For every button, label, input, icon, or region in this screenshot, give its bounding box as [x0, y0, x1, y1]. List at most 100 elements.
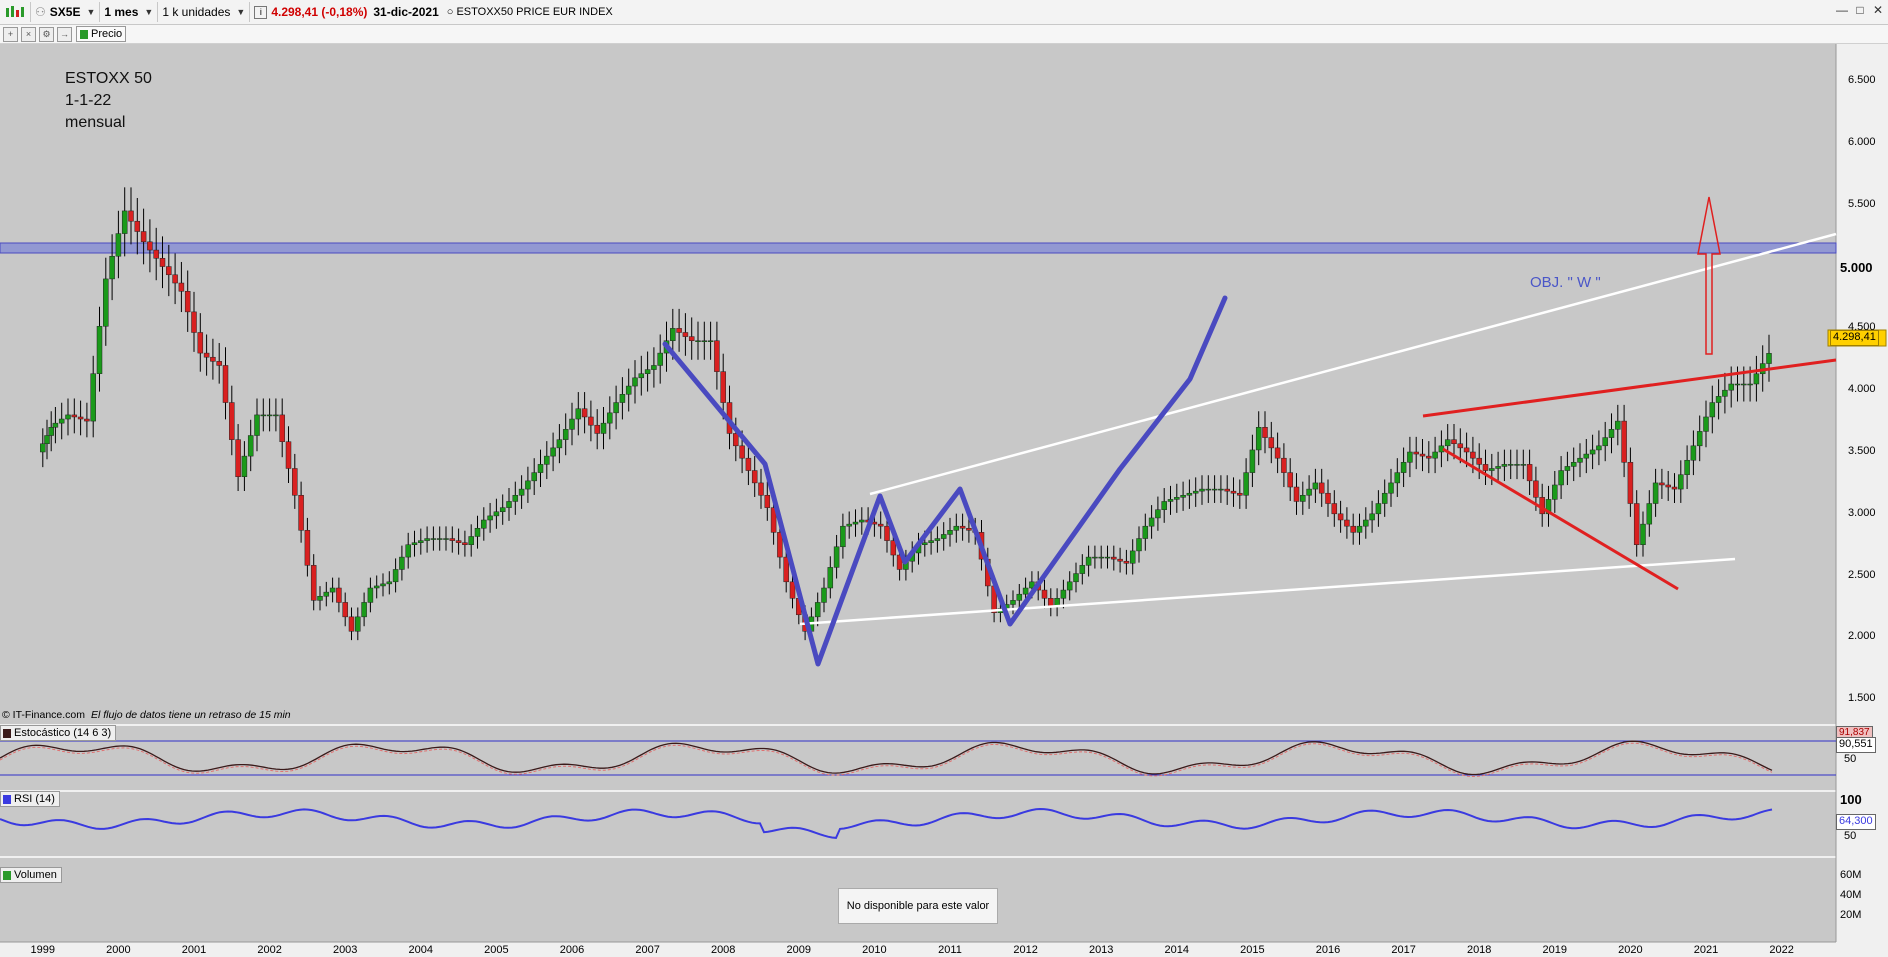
candle-body	[588, 416, 594, 426]
candle-body	[676, 328, 682, 333]
x-tick-label: 2018	[1466, 944, 1492, 956]
candle-body	[890, 540, 897, 556]
candle-body	[329, 587, 336, 593]
symbol-label: SX5E	[49, 5, 81, 19]
candle-body	[1237, 492, 1243, 496]
minimize-icon[interactable]: —	[1836, 3, 1848, 17]
candle-body	[537, 464, 544, 473]
volume-pane-label[interactable]: Volumen	[0, 867, 62, 883]
maximize-icon[interactable]: □	[1856, 3, 1864, 17]
rsi-tick-100: 100	[1840, 792, 1862, 807]
candle-body	[607, 412, 613, 424]
chart-type-icon[interactable]	[0, 2, 31, 22]
rsi-label: RSI (14)	[14, 793, 55, 805]
candle-body	[789, 581, 796, 599]
candle-body	[1117, 558, 1123, 562]
candle-body	[1734, 383, 1741, 386]
units-selector[interactable]: 1 k unidades ▼	[158, 2, 251, 22]
credit-notice: El flujo de datos tiene un retraso de 15…	[91, 709, 291, 721]
candle-body	[651, 365, 657, 370]
y-tick-label: 1.500	[1848, 692, 1876, 705]
candle-body	[1029, 581, 1035, 589]
chart-svg[interactable]	[0, 44, 1888, 957]
info-icon[interactable]: i	[254, 5, 268, 19]
candle-body	[1281, 457, 1287, 473]
candle-body	[512, 495, 519, 502]
x-tick-label: 2015	[1240, 944, 1265, 956]
candle-body	[1583, 453, 1590, 459]
candle-body	[525, 480, 531, 490]
rsi-pane-label[interactable]: RSI (14)	[0, 791, 60, 807]
candle-body	[1703, 416, 1709, 432]
candle-body	[1218, 488, 1224, 491]
chart-area[interactable]: ESTOXX 50 1-1-22 mensual OBJ. " W " 4.29…	[0, 44, 1888, 957]
candle-body	[134, 220, 141, 232]
x-tick-label: 2009	[786, 944, 812, 956]
red-support-line	[1442, 447, 1679, 591]
candle-body	[1463, 447, 1470, 453]
candle-body	[714, 340, 720, 372]
y-tick-label: 3.500	[1848, 445, 1876, 457]
candle-body	[1722, 389, 1728, 397]
candle-body	[745, 457, 752, 471]
x-tick-label: 2004	[408, 944, 434, 956]
candle-body	[600, 422, 607, 434]
candle-body	[1224, 488, 1230, 492]
candle-body	[544, 455, 550, 465]
candle-body	[877, 523, 884, 527]
candle-body	[1079, 565, 1086, 574]
x-tick-label: 2017	[1391, 944, 1416, 956]
rsi-value: 64,300	[1836, 814, 1876, 830]
candle-body	[1331, 503, 1338, 515]
y-tick-label: 2.000	[1848, 630, 1876, 643]
price-tag: 4.298,41	[1830, 330, 1879, 346]
x-tick-label: 2006	[559, 944, 585, 956]
candle-body	[273, 414, 279, 417]
candle-body	[153, 249, 159, 259]
candle-body	[1652, 482, 1659, 504]
export-icon[interactable]: →	[57, 26, 72, 42]
target-arrow	[1697, 196, 1721, 355]
candle-body	[670, 328, 676, 341]
candle-body	[581, 408, 588, 418]
candle-body	[481, 519, 487, 529]
candle-body	[84, 418, 90, 422]
legend-swatch	[3, 794, 11, 804]
volume-label: Volumen	[14, 869, 57, 881]
settings-icon[interactable]: ⚙	[39, 26, 54, 42]
candle-body	[1192, 490, 1199, 494]
y-tick-label: 4.000	[1848, 383, 1876, 396]
candle-body	[1413, 451, 1419, 455]
candle-body	[1715, 396, 1722, 403]
candle-body	[688, 336, 695, 341]
objective-label: OBJ. " W "	[1530, 274, 1601, 291]
candle-body	[1243, 472, 1249, 496]
stochastic-label: Estocástico (14 6 3)	[14, 727, 112, 739]
candle-body	[77, 416, 84, 420]
candle-body	[292, 468, 298, 496]
candle-body	[279, 414, 285, 442]
annotation-period: mensual	[65, 114, 126, 131]
candle-body	[336, 587, 342, 603]
candle-body	[474, 527, 481, 537]
remove-icon[interactable]: ×	[21, 26, 36, 42]
legend-swatch	[3, 870, 11, 880]
candle-body	[1325, 492, 1331, 504]
add-icon[interactable]: +	[3, 26, 18, 42]
candle-body	[462, 542, 468, 545]
legend-price[interactable]: Precio	[76, 26, 127, 42]
candle-body	[386, 581, 393, 585]
annotation-title: ESTOXX 50	[65, 70, 152, 87]
x-tick-label: 2001	[181, 944, 207, 956]
red-resistance-line	[1422, 358, 1837, 418]
candle-body	[1419, 453, 1426, 457]
stochastic-pane-label[interactable]: Estocástico (14 6 3)	[0, 725, 117, 741]
candle-body	[758, 482, 764, 496]
candle-body	[1589, 449, 1596, 455]
candle-body	[216, 361, 222, 366]
symbol-selector[interactable]: ⚇ SX5E ▼	[31, 2, 101, 22]
candle-body	[1596, 445, 1602, 451]
x-tick-label: 2013	[1088, 944, 1114, 956]
period-selector[interactable]: 1 mes ▼	[100, 2, 159, 22]
close-icon[interactable]: ✕	[1872, 3, 1884, 17]
